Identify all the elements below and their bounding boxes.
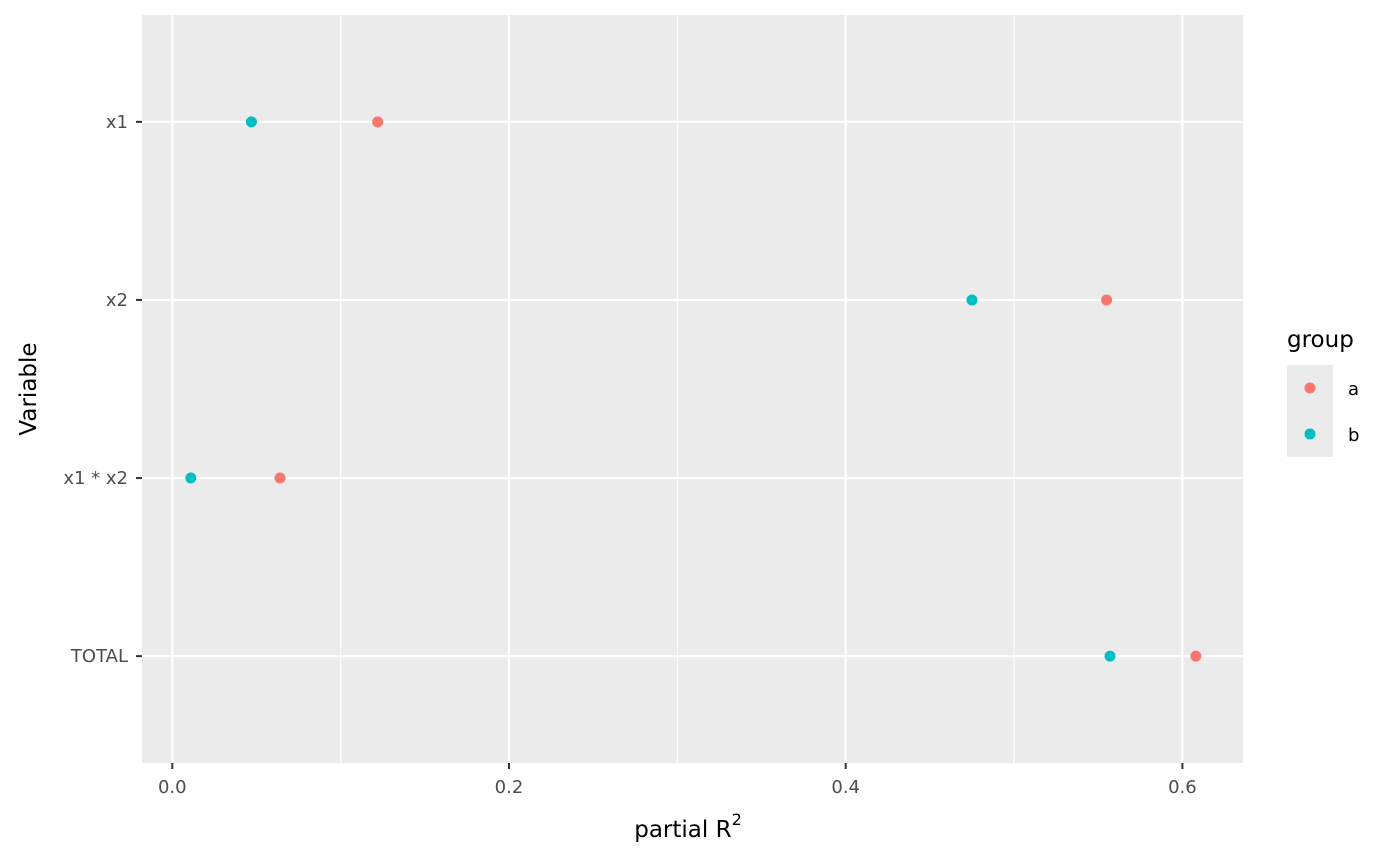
legend-key-a — [1304, 382, 1316, 394]
legend-key-b — [1304, 428, 1316, 440]
x-axis-title: partial R2 — [634, 810, 742, 843]
plot-panel — [142, 15, 1243, 763]
legend-label-b: b — [1348, 425, 1359, 446]
data-point-a — [1190, 650, 1202, 662]
y-tick-label: x1 — [106, 112, 128, 133]
legend-label-a: a — [1348, 379, 1359, 400]
y-tick-label: TOTAL — [70, 646, 128, 667]
data-point-b — [1104, 650, 1116, 662]
data-point-a — [1101, 294, 1113, 306]
y-tick-label: x2 — [106, 290, 128, 311]
legend: group a b — [1287, 327, 1359, 457]
legend-title: group — [1287, 327, 1354, 353]
major-gridlines — [142, 15, 1243, 763]
y-axis: x1 x2 x1 * x2 TOTAL — [63, 112, 142, 667]
data-points — [185, 116, 1202, 662]
y-tick-label: x1 * x2 — [63, 468, 128, 489]
x-tick-label: 0.4 — [831, 777, 860, 798]
data-point-a — [372, 116, 384, 128]
data-point-b — [185, 472, 197, 484]
x-tick-label: 0.2 — [495, 777, 524, 798]
data-point-b — [966, 294, 978, 306]
x-axis-title-superscript: 2 — [732, 810, 742, 829]
data-point-a — [274, 472, 286, 484]
x-axis: 0.0 0.2 0.4 0.6 — [158, 763, 1197, 798]
x-tick-label: 0.6 — [1168, 777, 1197, 798]
minor-gridlines — [340, 15, 1015, 763]
x-tick-label: 0.0 — [158, 777, 187, 798]
y-axis-title: Variable — [16, 342, 42, 435]
legend-key-background — [1287, 365, 1333, 457]
data-point-b — [245, 116, 257, 128]
